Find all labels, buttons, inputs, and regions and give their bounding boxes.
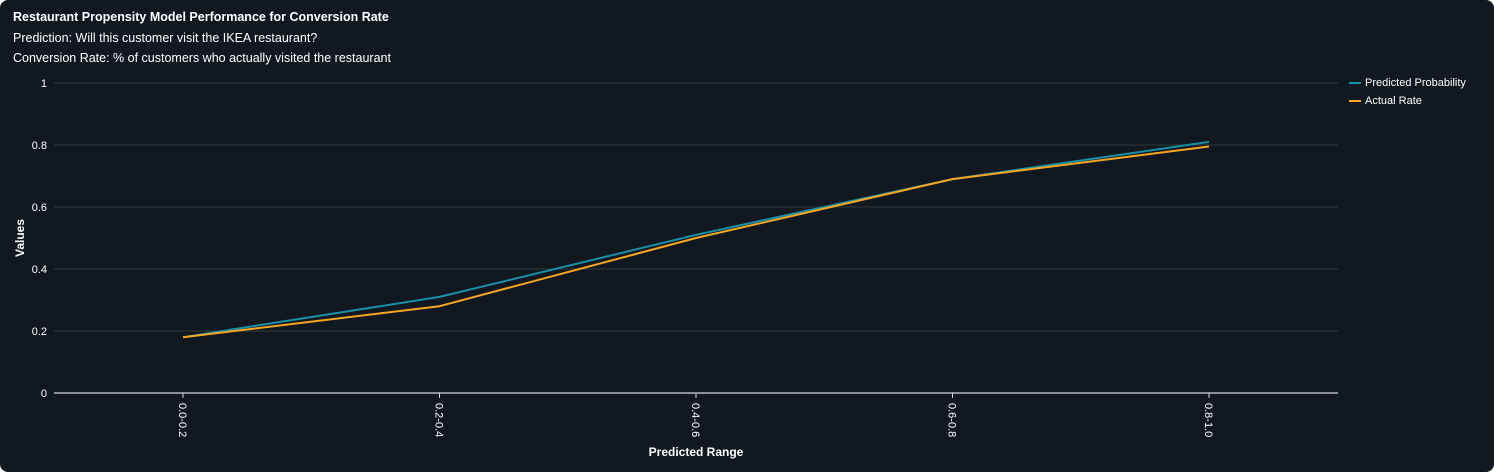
y-axis: 0 0.2 0.4 0.6 0.8 1: [32, 78, 47, 400]
x-tick-label: 0.2-0.4: [433, 403, 445, 437]
legend-item[interactable]: Actual Rate: [1349, 92, 1466, 110]
y-tick-label: 0.6: [32, 202, 47, 214]
y-tick-label: 0.4: [32, 264, 47, 276]
series-line-predicted-probability: [182, 140, 1210, 339]
legend-swatch: [1349, 100, 1361, 102]
series-line-actual-rate: [182, 145, 1210, 339]
x-tick-label: 0.4-0.6: [689, 403, 701, 437]
legend-item[interactable]: Predicted Probability: [1349, 74, 1466, 92]
y-tick-label: 0: [41, 388, 47, 400]
x-tick-label: 0.0-0.2: [176, 403, 188, 437]
chart-title: Restaurant Propensity Model Performance …: [13, 10, 389, 24]
series-lines: [182, 140, 1210, 339]
chart-subtitle-prediction: Prediction: Will this customer visit the…: [13, 31, 318, 45]
legend-label: Predicted Probability: [1365, 77, 1466, 89]
legend-label: Actual Rate: [1365, 95, 1422, 107]
y-tick-label: 0.2: [32, 326, 47, 338]
legend-swatch: [1349, 82, 1361, 84]
legend: Predicted Probability Actual Rate: [1349, 74, 1466, 110]
x-axis: 0.0-0.2 0.2-0.4 0.4-0.6 0.6-0.8 0.8-1.0: [176, 393, 1214, 437]
x-tick-label: 0.6-0.8: [946, 403, 958, 437]
x-axis-title: Predicted Range: [649, 445, 744, 459]
x-tick-label: 0.8-1.0: [1202, 403, 1214, 437]
y-axis-title: Values: [13, 219, 27, 257]
chart-subtitle-conversion: Conversion Rate: % of customers who actu…: [13, 51, 391, 65]
y-tick-label: 1: [41, 78, 47, 90]
y-tick-label: 0.8: [32, 140, 47, 152]
